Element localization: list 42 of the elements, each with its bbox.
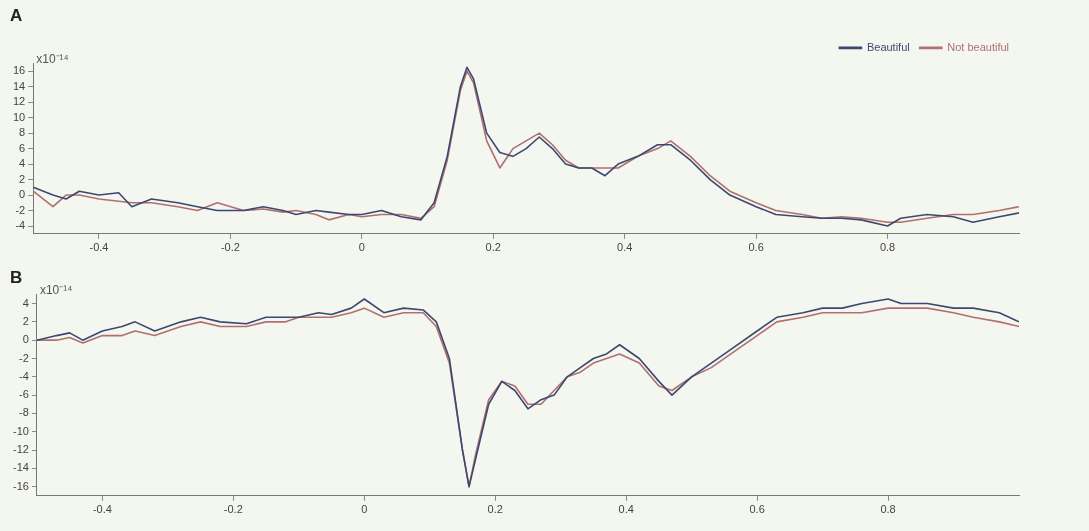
- y-tick-label: 14: [12, 79, 26, 92]
- x-tick-label: -0.2: [220, 241, 240, 254]
- x-tick-label: -0.2: [223, 503, 243, 516]
- x-tick-label: 0.4: [617, 241, 633, 254]
- x-tick-label: 0: [361, 503, 368, 516]
- y-tick-label: -10: [12, 424, 29, 437]
- x-tick-label: 0.8: [880, 503, 896, 516]
- y-tick-label: -2: [15, 203, 26, 216]
- chart-title: B: [10, 267, 23, 287]
- y-tick-label: 6: [19, 141, 26, 154]
- y-axis-title: x10⁻¹⁴: [39, 282, 73, 297]
- y-tick-label: 0: [22, 333, 29, 346]
- y-tick-label: 4: [22, 296, 29, 309]
- y-tick-label: 2: [19, 172, 26, 185]
- y-tick-label: -14: [12, 461, 29, 474]
- legend-label: Not beautiful: [947, 40, 1009, 53]
- y-tick-label: 10: [12, 110, 26, 123]
- y-tick-label: -8: [19, 406, 29, 419]
- y-tick-label: 0: [19, 188, 26, 201]
- y-tick-label: -6: [19, 388, 29, 401]
- y-tick-label: 2: [22, 314, 29, 327]
- x-tick-label: 0.4: [618, 503, 634, 516]
- x-tick-label: 0.6: [748, 241, 764, 254]
- y-tick-label: -4: [19, 369, 29, 382]
- y-tick-label: -2: [19, 351, 29, 364]
- y-tick-label: -16: [12, 479, 29, 492]
- x-tick-label: 0: [358, 241, 365, 254]
- y-tick-label: -4: [15, 219, 26, 232]
- x-tick-label: 0.6: [749, 503, 765, 516]
- legend-label: Beautiful: [866, 40, 910, 53]
- x-tick-label: -0.4: [92, 503, 112, 516]
- y-tick-label: 16: [12, 64, 26, 77]
- x-tick-label: 0.2: [487, 503, 503, 516]
- x-tick-label: -0.4: [89, 241, 109, 254]
- y-tick-label: 12: [12, 95, 26, 108]
- x-tick-label: 0.8: [879, 241, 896, 254]
- x-tick-label: 0.2: [485, 241, 501, 254]
- y-tick-label: -12: [12, 443, 29, 456]
- y-tick-label: 8: [19, 126, 26, 139]
- y-axis-title: x10⁻¹⁴: [36, 51, 69, 66]
- chart-title: A: [10, 5, 23, 25]
- y-tick-label: 4: [19, 157, 26, 170]
